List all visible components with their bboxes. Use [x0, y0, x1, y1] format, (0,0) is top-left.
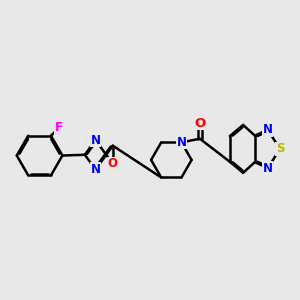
Text: O: O — [194, 117, 206, 130]
Text: N: N — [91, 163, 100, 176]
Text: N: N — [176, 136, 187, 149]
Text: O: O — [108, 158, 118, 170]
Text: N: N — [263, 123, 273, 136]
Text: N: N — [91, 134, 100, 147]
Text: N: N — [263, 161, 273, 175]
Text: F: F — [55, 121, 63, 134]
Text: S: S — [276, 142, 284, 155]
